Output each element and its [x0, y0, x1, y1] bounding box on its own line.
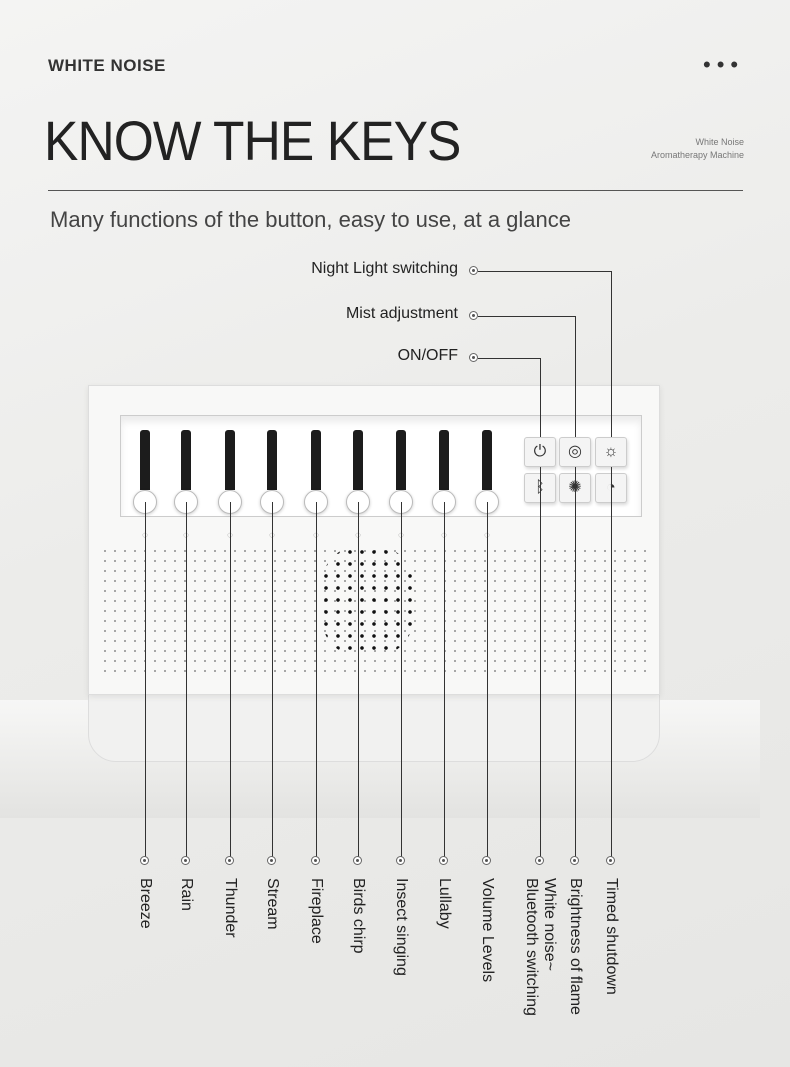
slider-key[interactable] [439, 430, 449, 490]
leader-line [540, 467, 541, 858]
function-label: Rain [178, 878, 195, 911]
function-label: Brightness of flame [567, 878, 584, 1015]
callout-line [478, 316, 575, 317]
callout-line [478, 271, 611, 272]
callout-line [611, 271, 612, 437]
slider-key[interactable] [396, 430, 406, 490]
function-label: Thunder [222, 878, 239, 938]
leader-line [611, 467, 612, 858]
callout-line [575, 316, 576, 437]
label-marker [353, 856, 362, 865]
label-marker [570, 856, 579, 865]
leader-line [575, 467, 576, 858]
function-label: Volume Levels [479, 878, 496, 983]
leader-line [401, 502, 402, 858]
label-marker [225, 856, 234, 865]
function-label: Fireplace [308, 878, 325, 944]
callout-label: ON/OFF [397, 347, 458, 364]
label-marker [535, 856, 544, 865]
divider [48, 190, 743, 191]
callout-marker [469, 311, 478, 320]
sound-symbol-icon: ◌ [220, 530, 240, 541]
sound-symbol-icon: ◌ [391, 530, 411, 541]
night-light-button[interactable]: ☼ [595, 437, 627, 467]
function-label: Lullaby [436, 878, 453, 929]
tagline: Many functions of the button, easy to us… [50, 207, 571, 232]
label-marker [482, 856, 491, 865]
callout-label: Mist adjustment [345, 305, 458, 322]
callout-marker [469, 266, 478, 275]
leader-line [272, 502, 273, 858]
label-marker [311, 856, 320, 865]
callout-line [540, 358, 541, 437]
label-marker [396, 856, 405, 865]
product-line-2: Aromatherapy Machine [650, 150, 744, 160]
slider-key[interactable] [311, 430, 321, 490]
timer-icon: ◔ [606, 479, 616, 496]
callout-label: Night Light switching [311, 260, 458, 277]
label-marker [439, 856, 448, 865]
leader-line [145, 502, 146, 858]
slider-key[interactable] [225, 430, 235, 490]
sound-symbol-icon: ◌ [176, 530, 196, 541]
callout-marker [469, 353, 478, 362]
sound-symbol-icon: ◌ [135, 530, 155, 541]
night-light-icon: ☼ [603, 443, 619, 460]
slider-key[interactable] [140, 430, 150, 490]
leader-line [186, 502, 187, 858]
function-label: Birds chirp [350, 878, 367, 954]
label-marker [140, 856, 149, 865]
function-label: Stream [264, 878, 281, 930]
slider-key[interactable] [267, 430, 277, 490]
product-line-1: White Noise [695, 137, 744, 147]
mist-button[interactable]: ◎ [559, 437, 591, 467]
sound-symbol-icon: ◌ [434, 530, 454, 541]
sound-symbol-icon: ◌ [306, 530, 326, 541]
product-name: White Noise Aromatherapy Machine [651, 136, 744, 162]
power-button[interactable]: ⏻ [524, 437, 556, 467]
slider-key[interactable] [353, 430, 363, 490]
slider-key[interactable] [181, 430, 191, 490]
power-icon: ⏻ [533, 443, 547, 460]
leader-line [358, 502, 359, 858]
bluetooth-icon: ᛒ [535, 479, 545, 496]
function-label: Breeze [137, 878, 154, 929]
function-label: Insect singing [393, 878, 410, 976]
leader-line [487, 502, 488, 858]
function-label: White noise~ Bluetooth switching [523, 878, 558, 1016]
mist-icon: ◎ [568, 443, 582, 460]
ellipsis-icon: ••• [703, 52, 745, 77]
leader-line [316, 502, 317, 858]
sound-symbol-icon: ◌ [477, 530, 497, 541]
callout-line [478, 358, 540, 359]
sound-symbol-icon: ◌ [262, 530, 282, 541]
page-title: KNOW THE KEYS [44, 109, 461, 172]
label-marker [181, 856, 190, 865]
leader-line [230, 502, 231, 858]
label-marker [606, 856, 615, 865]
leader-line [444, 502, 445, 858]
label-marker [267, 856, 276, 865]
slider-key[interactable] [482, 430, 492, 490]
sound-symbol-icon: ◌ [348, 530, 368, 541]
brand-label: WHITE NOISE [48, 56, 166, 75]
function-label: Timed shutdown [603, 878, 620, 995]
speaker-pattern [320, 546, 415, 656]
